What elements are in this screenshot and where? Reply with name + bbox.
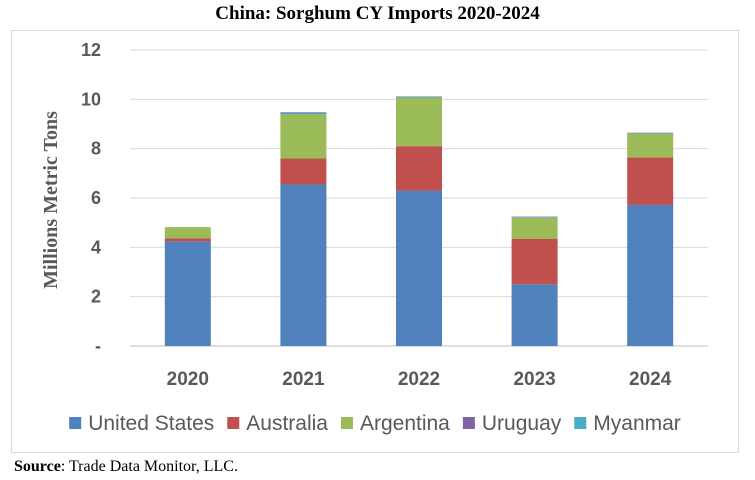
chart-frame: [11, 30, 739, 453]
legend-label: Myanmar: [593, 412, 681, 435]
legend-swatch: [462, 417, 475, 429]
bar-segment: [396, 97, 442, 147]
legend-label: Argentina: [360, 412, 450, 435]
x-tick-label: 2024: [629, 369, 672, 390]
bar-segment: [396, 146, 442, 191]
y-tick-label: 2: [91, 287, 101, 307]
chart-title: China: Sorghum CY Imports 2020-2024: [215, 3, 540, 24]
bar-segment: [511, 284, 558, 346]
bar-segment: [396, 190, 442, 346]
legend-label: United States: [88, 412, 214, 435]
x-tick-label: 2020: [167, 369, 209, 390]
legend-swatch: [69, 417, 82, 429]
y-axis-label: Millions Metric Tons: [40, 111, 62, 289]
x-tick-label: 2022: [398, 369, 440, 390]
bar-segment: [280, 113, 327, 115]
bar-segment: [396, 96, 442, 98]
y-tick-label: 4: [91, 237, 101, 257]
x-tick-label: 2021: [282, 369, 325, 390]
bar-segment: [280, 184, 327, 346]
y-tick-label: 6: [91, 188, 101, 208]
y-tick-label: 12: [81, 40, 101, 60]
y-tick-label: 8: [91, 139, 101, 159]
legend-swatch: [340, 417, 353, 429]
bar-segment: [627, 204, 674, 346]
legend-swatch: [574, 417, 587, 429]
legend-swatch: [227, 417, 240, 429]
bar-segment: [280, 112, 327, 114]
bar-segment: [627, 133, 674, 158]
x-tick-label: 2023: [513, 369, 555, 390]
bar-segment: [280, 114, 327, 159]
bar-segment: [627, 157, 674, 205]
source-text: : Trade Data Monitor, LLC.: [60, 458, 238, 475]
bar-segment: [511, 238, 558, 285]
bar-segment: [511, 217, 558, 239]
y-tick-label: 10: [81, 89, 101, 109]
bar-segment: [280, 158, 327, 185]
source-note: Source: Trade Data Monitor, LLC.: [14, 458, 238, 476]
legend-label: Australia: [246, 412, 328, 435]
bar-segment: [164, 241, 211, 346]
source-label: Source: [14, 458, 61, 475]
y-tick-label: -: [95, 336, 101, 356]
bar-segment: [511, 216, 558, 218]
legend-label: Uruguay: [482, 412, 562, 435]
bar-segment: [164, 227, 211, 239]
bar-segment: [164, 238, 211, 242]
